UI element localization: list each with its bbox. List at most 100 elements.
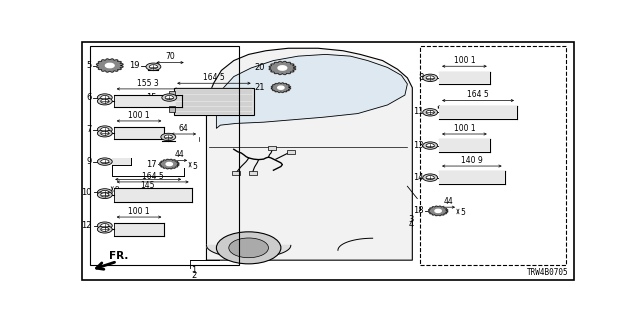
Text: 44: 44: [175, 150, 184, 159]
Text: 21: 21: [254, 83, 264, 92]
Bar: [114, 223, 164, 236]
Text: 145: 145: [141, 181, 156, 190]
Circle shape: [97, 189, 112, 196]
Polygon shape: [207, 48, 412, 260]
Circle shape: [426, 76, 435, 80]
Text: 17: 17: [147, 160, 157, 169]
Text: 100 1: 100 1: [454, 124, 476, 133]
Circle shape: [164, 135, 172, 139]
Text: TRW4B0705: TRW4B0705: [527, 268, 568, 277]
Circle shape: [146, 63, 161, 70]
Circle shape: [423, 174, 438, 181]
Text: 7: 7: [86, 125, 92, 134]
Bar: [439, 106, 517, 119]
Text: 9: 9: [115, 186, 119, 192]
Text: 5: 5: [192, 162, 197, 171]
Text: 5: 5: [460, 208, 465, 217]
Circle shape: [100, 128, 109, 132]
Text: 10: 10: [81, 188, 92, 197]
Polygon shape: [271, 83, 291, 92]
Circle shape: [100, 95, 109, 100]
Circle shape: [423, 74, 438, 82]
Circle shape: [278, 86, 284, 89]
Text: 11: 11: [413, 107, 424, 116]
Circle shape: [100, 193, 109, 197]
Circle shape: [229, 238, 269, 258]
Circle shape: [161, 133, 176, 141]
Circle shape: [97, 98, 112, 105]
Text: 14: 14: [413, 173, 424, 182]
Circle shape: [100, 190, 109, 195]
Circle shape: [100, 99, 109, 103]
Text: 13: 13: [413, 141, 424, 150]
Text: 12: 12: [81, 221, 92, 230]
Text: 19: 19: [129, 61, 140, 70]
Text: 100 1: 100 1: [128, 207, 150, 216]
Circle shape: [97, 222, 112, 229]
Bar: [169, 91, 175, 97]
Text: 8: 8: [419, 73, 424, 82]
Text: 70: 70: [165, 52, 175, 61]
Bar: [112, 158, 131, 165]
Circle shape: [166, 163, 172, 166]
Bar: [90, 46, 239, 265]
Text: 164 5: 164 5: [467, 90, 489, 99]
Bar: [269, 146, 276, 150]
Text: FR.: FR.: [109, 251, 128, 261]
Text: 155 3: 155 3: [137, 79, 159, 88]
Bar: [232, 171, 240, 175]
Text: 2: 2: [191, 271, 196, 280]
Circle shape: [435, 209, 442, 212]
Text: 20: 20: [254, 63, 264, 72]
Circle shape: [97, 94, 112, 101]
Text: 44: 44: [443, 197, 453, 206]
Bar: [174, 88, 253, 115]
Bar: [114, 127, 164, 140]
Bar: [287, 150, 295, 154]
Circle shape: [97, 226, 112, 233]
Bar: [439, 72, 490, 84]
Circle shape: [426, 176, 435, 180]
Bar: [439, 140, 490, 152]
Circle shape: [97, 130, 112, 137]
Circle shape: [423, 108, 438, 116]
Text: 100 1: 100 1: [454, 56, 476, 65]
Circle shape: [106, 63, 114, 68]
Bar: [420, 46, 566, 265]
Text: 100 1: 100 1: [128, 111, 150, 120]
Bar: [114, 95, 182, 108]
Text: 1: 1: [191, 266, 196, 275]
Text: 164 5: 164 5: [203, 73, 225, 82]
Bar: [114, 188, 191, 202]
Circle shape: [97, 158, 112, 165]
Text: 15: 15: [147, 93, 157, 102]
Circle shape: [100, 131, 109, 135]
Circle shape: [162, 94, 177, 101]
Polygon shape: [428, 206, 448, 216]
Text: 140 9: 140 9: [461, 156, 483, 165]
Polygon shape: [216, 54, 408, 128]
Bar: [439, 172, 504, 184]
Bar: [248, 171, 257, 175]
Circle shape: [216, 232, 281, 264]
Circle shape: [97, 191, 112, 198]
Polygon shape: [97, 59, 123, 72]
Circle shape: [426, 144, 435, 148]
Text: 18: 18: [413, 206, 424, 215]
Polygon shape: [207, 245, 291, 258]
Circle shape: [423, 142, 438, 149]
Text: 9: 9: [442, 106, 447, 112]
Polygon shape: [269, 61, 296, 75]
Text: 4: 4: [409, 220, 414, 228]
Text: 6: 6: [86, 93, 92, 102]
Bar: [169, 106, 175, 112]
Polygon shape: [159, 159, 179, 169]
Circle shape: [165, 95, 173, 100]
Text: 3: 3: [409, 215, 414, 224]
Text: 64: 64: [179, 124, 189, 133]
Text: 164 5: 164 5: [142, 172, 164, 181]
Circle shape: [426, 110, 435, 114]
Circle shape: [278, 66, 287, 70]
Circle shape: [100, 227, 109, 231]
Text: 16: 16: [147, 132, 157, 141]
